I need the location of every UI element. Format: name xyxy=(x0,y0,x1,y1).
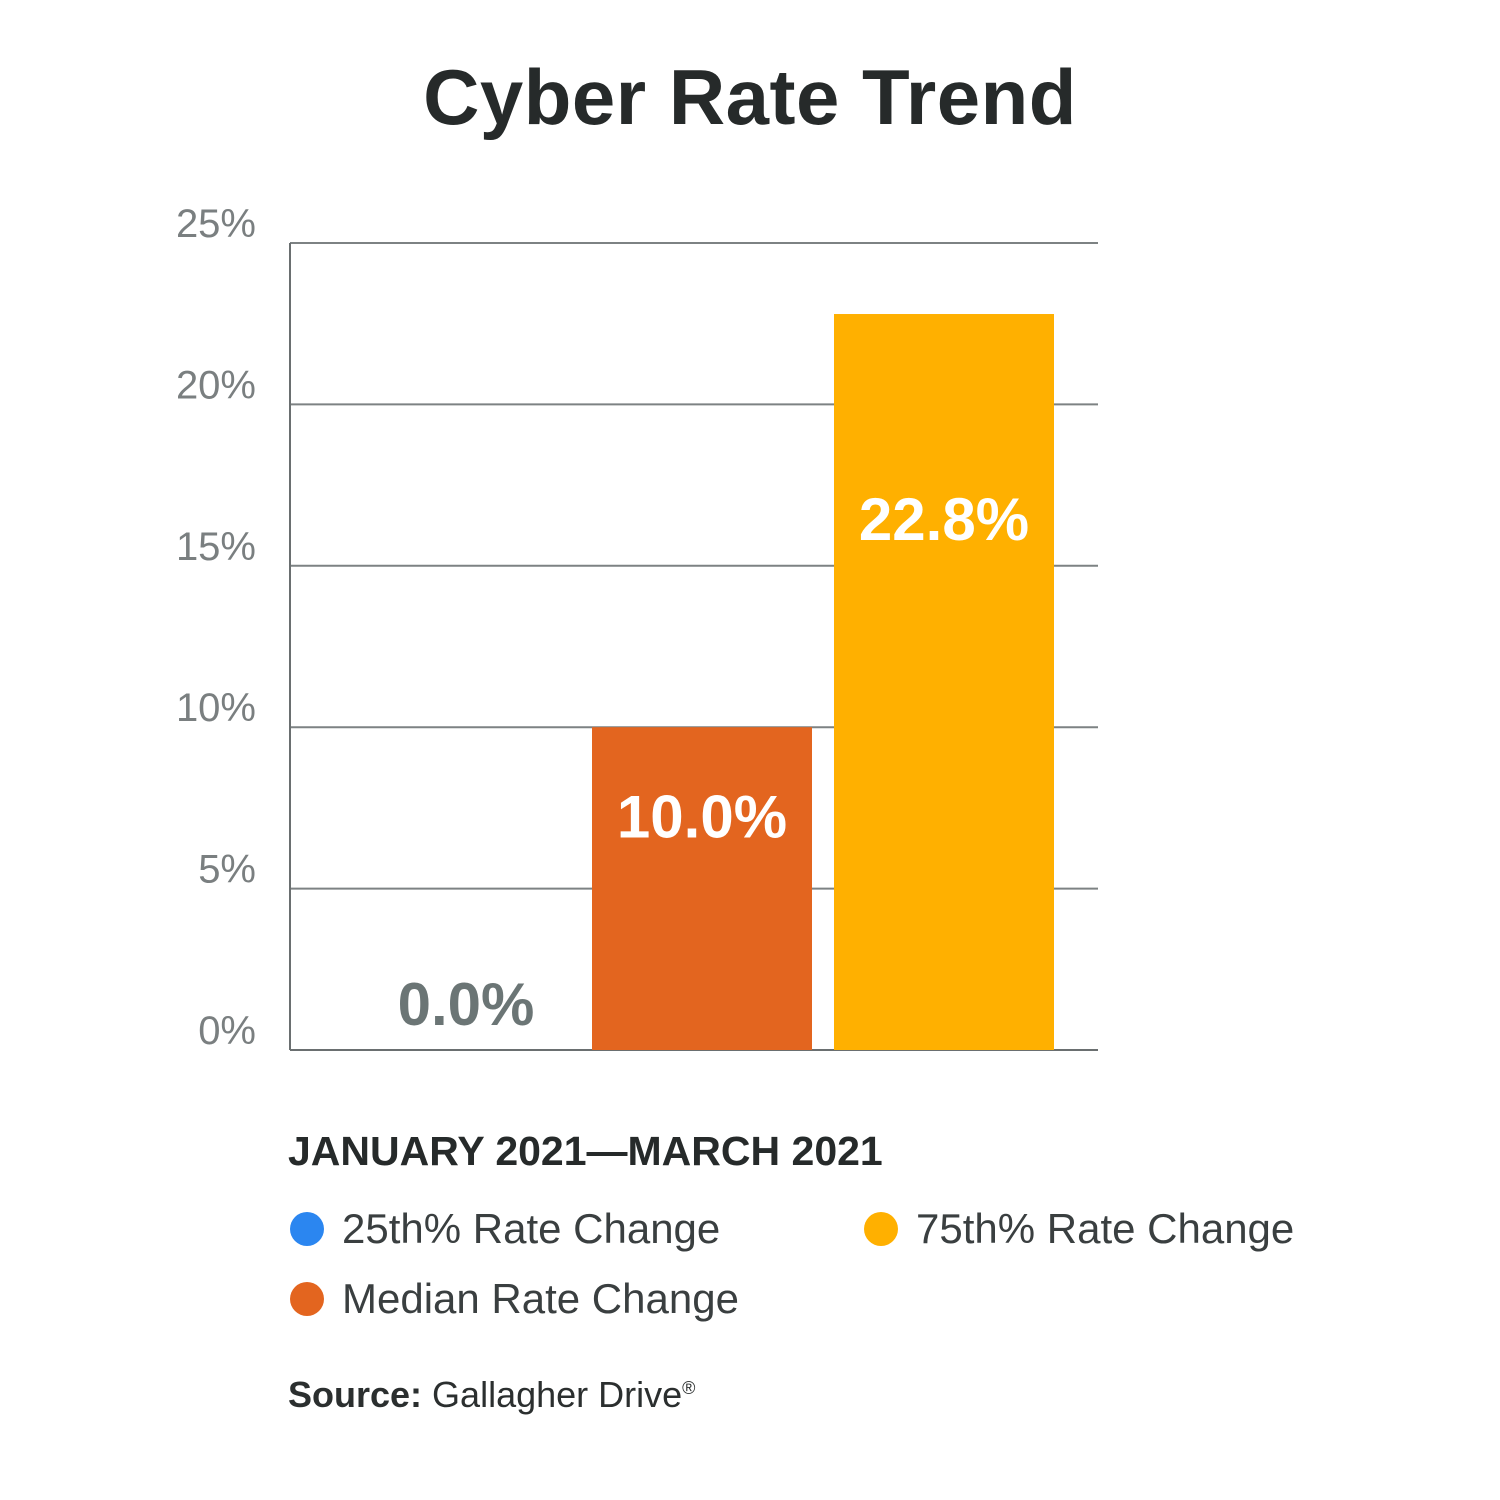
y-tick-label-20: 20% xyxy=(176,363,256,407)
source-label: Source: xyxy=(288,1374,423,1415)
y-tick-label-5: 5% xyxy=(198,848,256,892)
legend-label-75th: 75th% Rate Change xyxy=(916,1205,1295,1252)
legend-dot-75th xyxy=(864,1212,898,1246)
y-tick-label-0: 0% xyxy=(198,1009,256,1053)
bar-chart: 0% 5% 10% 15% 20% 25% 0.0% 10.0% 22.8% xyxy=(176,202,1098,1053)
legend-dot-25th xyxy=(290,1212,324,1246)
bar-2 xyxy=(834,314,1054,1050)
registered-mark: ® xyxy=(682,1378,696,1398)
legend-label-median: Median Rate Change xyxy=(342,1275,739,1322)
bars xyxy=(592,314,1054,1050)
data-label-0: 0.0% xyxy=(398,971,535,1038)
y-tick-label-25: 25% xyxy=(176,202,256,246)
data-label-1: 10.0% xyxy=(617,784,787,851)
y-tick-label-10: 10% xyxy=(176,686,256,730)
data-labels: 0.0% 10.0% 22.8% xyxy=(398,486,1029,1038)
legend-item-25th: 25th% Rate Change xyxy=(290,1205,720,1253)
source-text: Gallagher Drive xyxy=(422,1374,683,1415)
y-tick-label-15: 15% xyxy=(176,525,256,569)
data-label-2: 22.8% xyxy=(859,486,1029,553)
legend-dot-median xyxy=(290,1282,324,1316)
y-axis-tick-labels: 0% 5% 10% 15% 20% 25% xyxy=(176,202,256,1053)
legend-label-25th: 25th% Rate Change xyxy=(342,1205,721,1252)
legend-item-75th: 75th% Rate Change xyxy=(864,1205,1294,1253)
chart-title: Cyber Rate Trend xyxy=(423,53,1077,141)
source-note: Source: Gallagher Drive® xyxy=(288,1374,695,1416)
period-label: JANUARY 2021—MARCH 2021 xyxy=(288,1128,883,1174)
legend-item-median: Median Rate Change xyxy=(290,1275,739,1323)
bar-1 xyxy=(592,727,812,1050)
